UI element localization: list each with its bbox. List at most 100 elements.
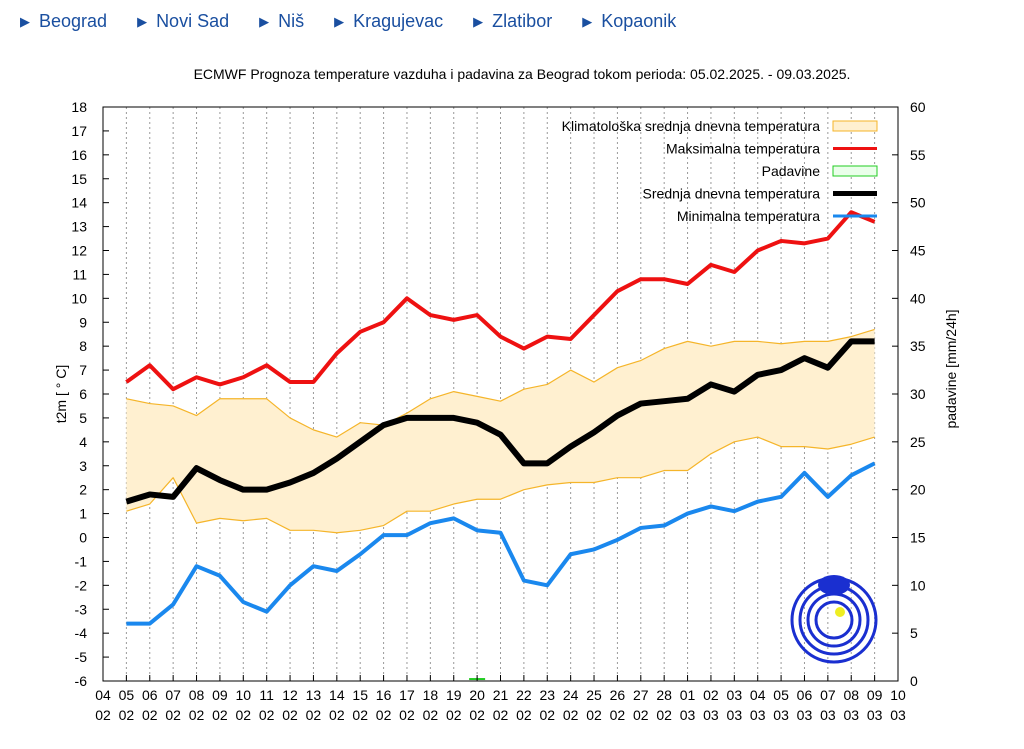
y-tick-label: -2 bbox=[75, 577, 88, 593]
x-tick-month: 03 bbox=[890, 707, 906, 723]
climatology-upper-line bbox=[126, 328, 875, 438]
y-tick-label: 13 bbox=[71, 219, 87, 235]
nav-link-0[interactable]: ▶ Beograd bbox=[20, 11, 107, 32]
legend-label: Srednja dnevna temperatura bbox=[643, 186, 821, 202]
x-tick-day: 10 bbox=[890, 687, 906, 703]
y2-tick-label: 0 bbox=[910, 673, 918, 689]
x-tick-month: 02 bbox=[165, 707, 181, 723]
chart-title: ECMWF Prognoza temperature vazduha i pad… bbox=[193, 66, 851, 82]
y-tick-label: -4 bbox=[75, 625, 88, 641]
y2-axis-label: padavine [mm/24h] bbox=[943, 309, 959, 428]
x-tick-month: 02 bbox=[446, 707, 462, 723]
y-tick-label: 9 bbox=[79, 314, 87, 330]
y2-tick-label: 55 bbox=[910, 147, 926, 163]
x-tick-month: 02 bbox=[469, 707, 485, 723]
nav-link-label: Novi Sad bbox=[156, 11, 230, 31]
x-tick-day: 07 bbox=[820, 687, 836, 703]
x-tick-day: 08 bbox=[843, 687, 859, 703]
y2-tick-label: 15 bbox=[910, 530, 926, 546]
x-tick-month: 02 bbox=[493, 707, 509, 723]
nav-link-1[interactable]: ▶ Novi Sad bbox=[137, 11, 229, 32]
x-tick-day: 04 bbox=[95, 687, 111, 703]
x-tick-day: 09 bbox=[867, 687, 883, 703]
x-tick-day: 06 bbox=[797, 687, 813, 703]
climatology-lower-line bbox=[126, 436, 875, 534]
y-axis-label: t2m [ ° C] bbox=[53, 365, 69, 424]
nav-link-5[interactable]: ▶ Kopaonik bbox=[582, 11, 676, 32]
triangle-right-icon: ▶ bbox=[334, 13, 345, 29]
x-tick-day: 14 bbox=[329, 687, 345, 703]
triangle-right-icon: ▶ bbox=[473, 13, 484, 29]
y-tick-label: 4 bbox=[79, 434, 87, 450]
triangle-right-icon: ▶ bbox=[259, 13, 270, 29]
nav-link-label: Kopaonik bbox=[601, 11, 677, 31]
nav-link-label: Niš bbox=[278, 11, 305, 31]
y-tick-label: 2 bbox=[79, 482, 87, 498]
nav-link-2[interactable]: ▶ Niš bbox=[259, 11, 304, 32]
x-tick-day: 17 bbox=[399, 687, 415, 703]
x-tick-month: 03 bbox=[820, 707, 836, 723]
x-tick-month: 02 bbox=[329, 707, 345, 723]
y2-tick-label: 30 bbox=[910, 386, 926, 402]
nav-link-4[interactable]: ▶ Zlatibor bbox=[473, 11, 552, 32]
y-tick-label: 17 bbox=[71, 123, 87, 139]
x-tick-month: 02 bbox=[539, 707, 555, 723]
x-tick-month: 02 bbox=[563, 707, 579, 723]
x-tick-day: 23 bbox=[539, 687, 555, 703]
x-tick-month: 03 bbox=[773, 707, 789, 723]
x-tick-day: 25 bbox=[586, 687, 602, 703]
x-tick-month: 03 bbox=[843, 707, 859, 723]
x-tick-month: 02 bbox=[95, 707, 111, 723]
x-tick-day: 18 bbox=[423, 687, 439, 703]
x-tick-day: 16 bbox=[376, 687, 392, 703]
nav-link-label: Zlatibor bbox=[492, 11, 553, 31]
legend-swatch bbox=[832, 120, 878, 132]
x-tick-month: 02 bbox=[586, 707, 602, 723]
x-tick-month: 03 bbox=[867, 707, 883, 723]
cloud-icon bbox=[818, 575, 850, 595]
x-tick-day: 19 bbox=[446, 687, 462, 703]
x-tick-month: 02 bbox=[376, 707, 392, 723]
x-tick-day: 21 bbox=[493, 687, 509, 703]
legend-label: Klimatološka srednja dnevna temperatura bbox=[562, 118, 821, 134]
x-tick-month: 02 bbox=[399, 707, 415, 723]
x-tick-day: 12 bbox=[282, 687, 298, 703]
y-tick-label: 12 bbox=[71, 243, 87, 259]
x-tick-month: 02 bbox=[656, 707, 672, 723]
x-tick-day: 13 bbox=[306, 687, 322, 703]
max-temp-line bbox=[125, 210, 876, 392]
y-tick-label: -1 bbox=[75, 553, 88, 569]
x-tick-day: 15 bbox=[352, 687, 368, 703]
x-tick-month: 03 bbox=[797, 707, 813, 723]
y2-tick-label: 40 bbox=[910, 290, 926, 306]
x-tick-day: 05 bbox=[119, 687, 135, 703]
triangle-right-icon: ▶ bbox=[137, 13, 148, 29]
y-tick-label: -3 bbox=[75, 601, 88, 617]
y-tick-label: 10 bbox=[71, 290, 87, 306]
x-tick-month: 02 bbox=[259, 707, 275, 723]
y-tick-label: 15 bbox=[71, 171, 87, 187]
y-tick-label: 1 bbox=[79, 506, 87, 522]
sun-icon bbox=[835, 607, 845, 617]
legend-label: Minimalna temperatura bbox=[677, 208, 820, 224]
precip-bar bbox=[469, 678, 486, 681]
x-tick-day: 20 bbox=[469, 687, 485, 703]
x-tick-month: 02 bbox=[212, 707, 228, 723]
y2-tick-label: 20 bbox=[910, 482, 926, 498]
nav-link-3[interactable]: ▶ Kragujevac bbox=[334, 11, 443, 32]
y-tick-label: -6 bbox=[75, 673, 88, 689]
legend-label: Padavine bbox=[762, 163, 821, 179]
legend-label: Maksimalna temperatura bbox=[666, 141, 820, 157]
y2-tick-label: 60 bbox=[910, 99, 926, 115]
y-tick-label: 6 bbox=[79, 386, 87, 402]
x-tick-day: 28 bbox=[656, 687, 672, 703]
x-tick-day: 07 bbox=[165, 687, 181, 703]
x-tick-month: 02 bbox=[236, 707, 252, 723]
nav-link-label: Kragujevac bbox=[353, 11, 444, 31]
y-tick-label: 8 bbox=[79, 338, 87, 354]
x-tick-month: 03 bbox=[727, 707, 743, 723]
legend-swatch bbox=[832, 165, 878, 177]
x-tick-month: 03 bbox=[750, 707, 766, 723]
x-tick-day: 09 bbox=[212, 687, 228, 703]
x-tick-day: 03 bbox=[727, 687, 743, 703]
